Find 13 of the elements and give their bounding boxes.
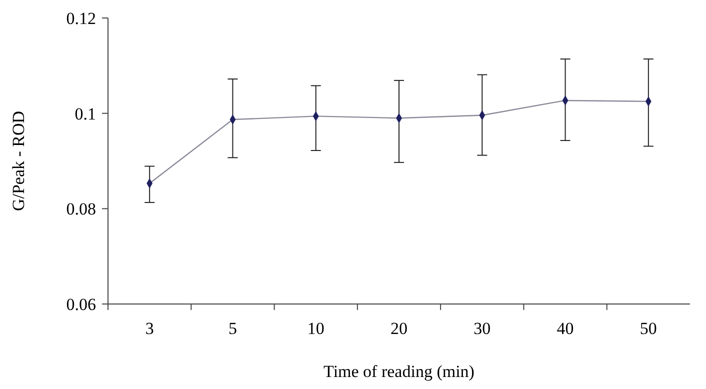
y-tick-label: 0.12 (66, 8, 96, 28)
x-tick-label: 5 (228, 319, 237, 338)
x-axis-title: Time of reading (min) (324, 362, 474, 381)
x-tick-label: 10 (307, 319, 324, 338)
y-tick-label: 0.1 (74, 104, 96, 124)
y-axis-title: G/Peak - ROD (9, 110, 28, 212)
y-tick-label: 0.06 (66, 294, 96, 314)
x-tick-label: 3 (145, 319, 154, 338)
x-tick-label: 30 (474, 319, 491, 338)
x-tick-label: 20 (390, 319, 408, 338)
y-tick-label: 0.08 (66, 200, 96, 219)
x-tick-label: 50 (640, 319, 657, 338)
x-tick-label: 40 (556, 319, 574, 338)
